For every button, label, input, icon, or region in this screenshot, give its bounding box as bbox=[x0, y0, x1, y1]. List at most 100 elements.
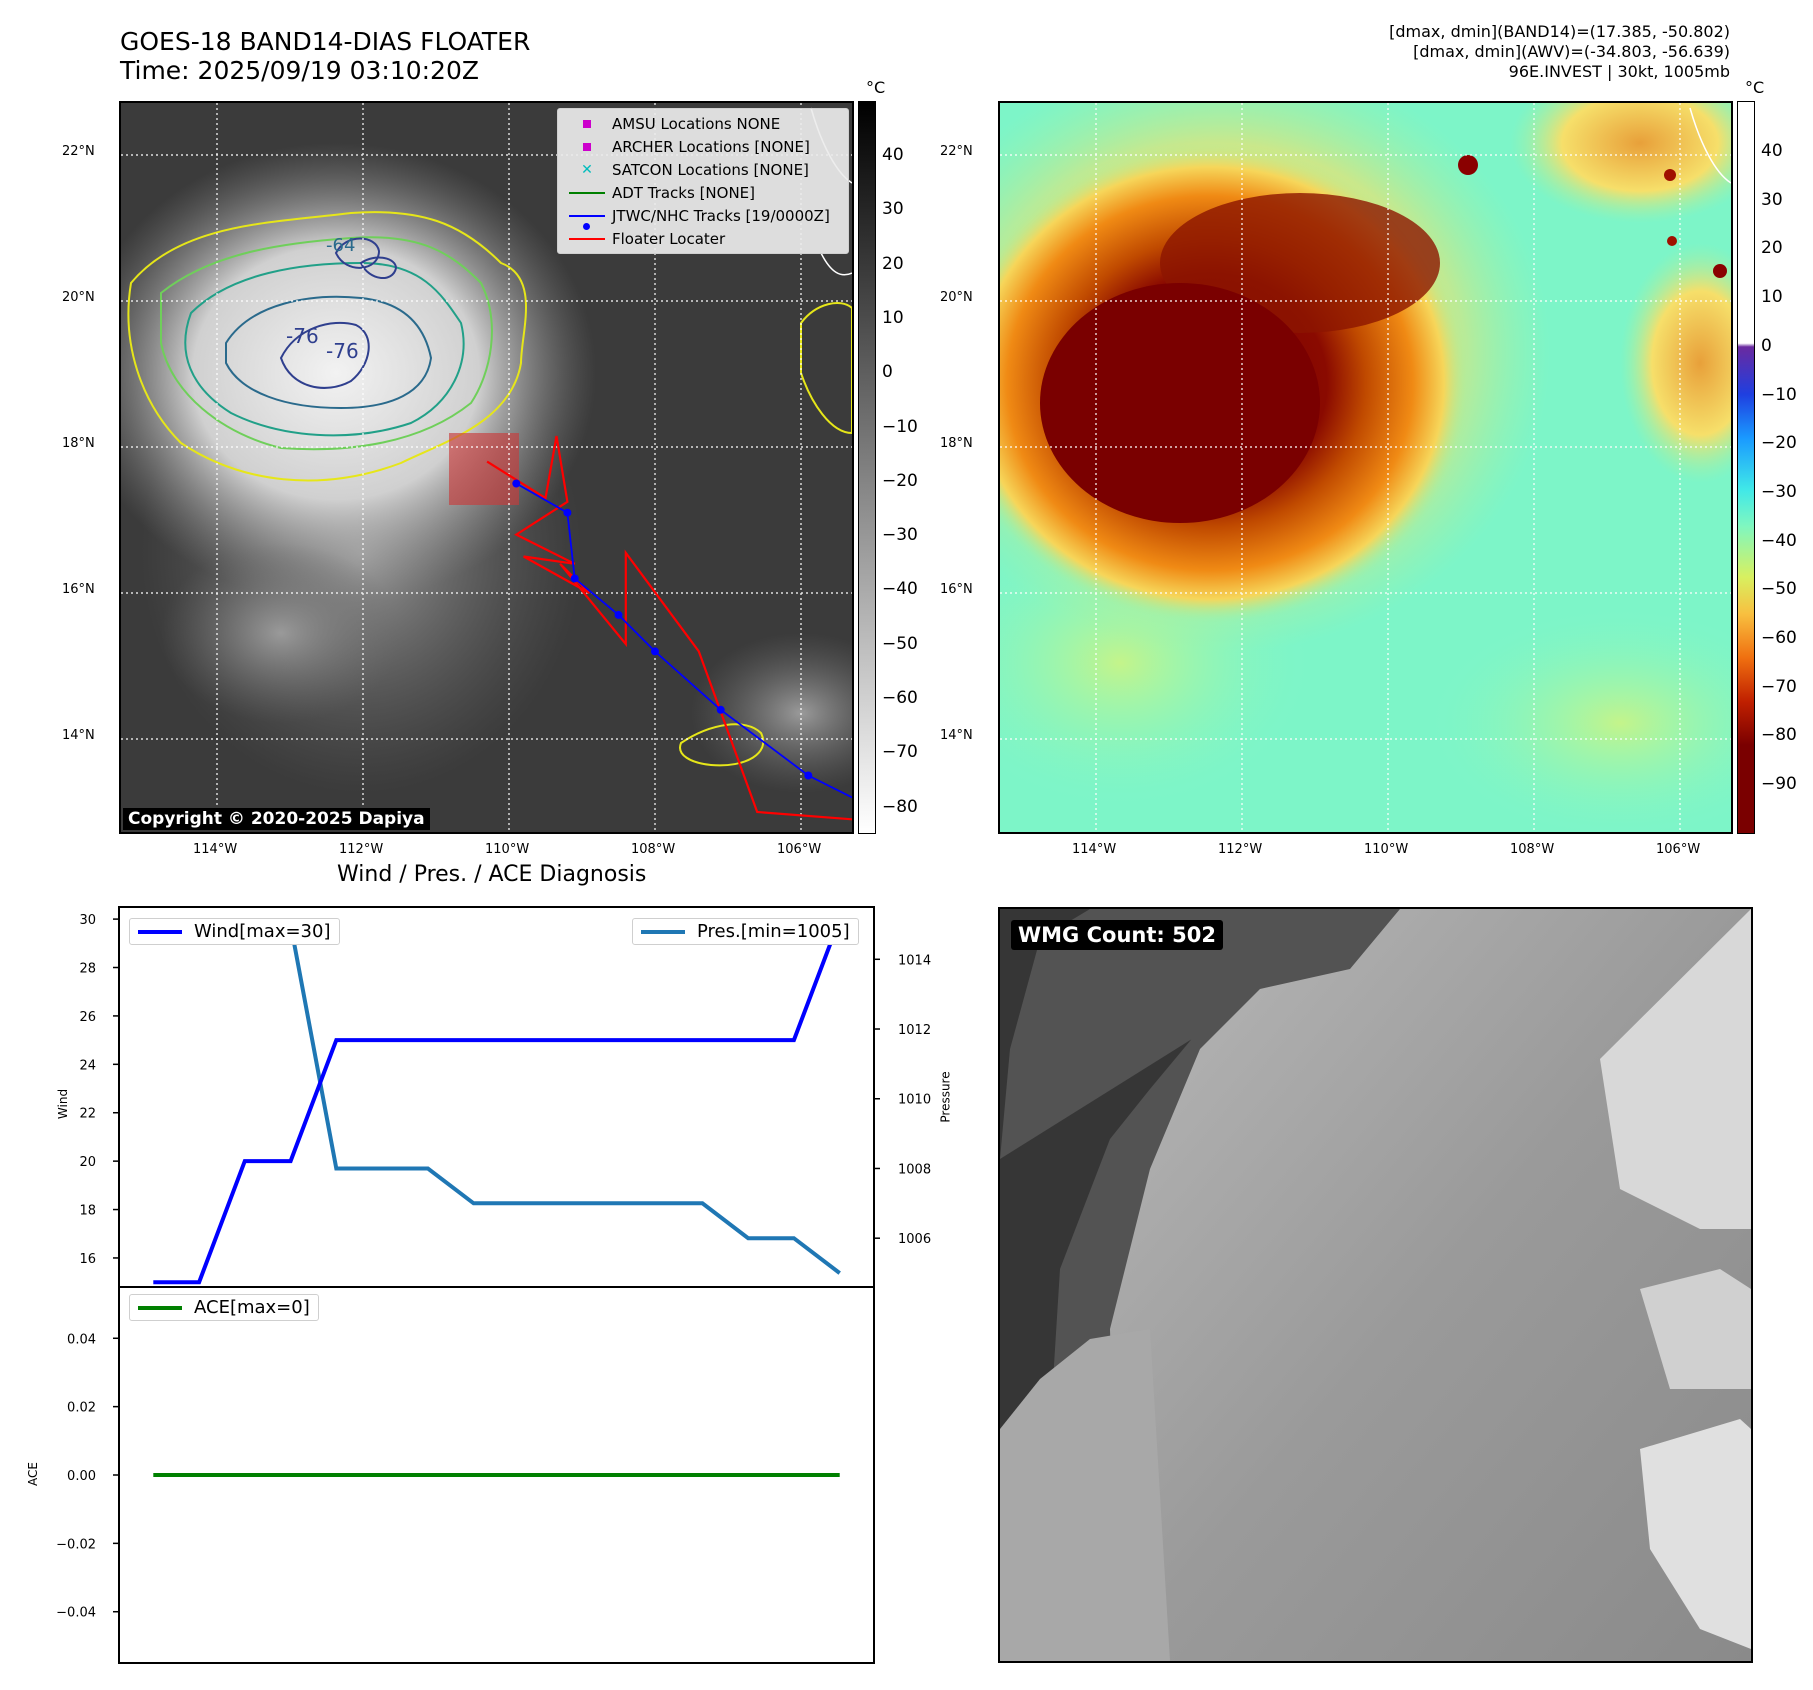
pressure-axis-label: Pressure bbox=[938, 1071, 953, 1123]
wind-axis-label: Wind bbox=[56, 1088, 71, 1120]
lon-label: 114°W bbox=[193, 842, 238, 857]
contour-label: -64 bbox=[326, 235, 355, 256]
legend-line-icon bbox=[138, 929, 182, 934]
lat-label: 14°N bbox=[940, 728, 973, 743]
colorbar-tick-label: −50 bbox=[882, 633, 918, 654]
axis-tick-label: 30 bbox=[79, 913, 96, 928]
track-point bbox=[512, 479, 521, 488]
ace-legend: ACE[max=0] bbox=[129, 1294, 319, 1321]
lon-label: 106°W bbox=[1656, 842, 1701, 857]
track-point bbox=[570, 574, 579, 583]
lon-label: 106°W bbox=[777, 842, 822, 857]
contour-label: -76 bbox=[326, 339, 359, 363]
axis-tick-label: 26 bbox=[79, 1010, 96, 1025]
colorbar-tick-label: 40 bbox=[1761, 141, 1783, 161]
legend-label: Floater Locater bbox=[612, 229, 726, 248]
colorbar-tick-label: −20 bbox=[882, 470, 918, 491]
legend-line-icon bbox=[138, 1305, 182, 1310]
colorbar-tick-label: −70 bbox=[882, 742, 918, 763]
lat-label: 16°N bbox=[62, 582, 95, 597]
colorbar-unit: °C bbox=[1745, 78, 1765, 97]
legend-label: JTWC/NHC Tracks [19/0000Z] bbox=[612, 206, 830, 225]
colorbar-tick-label: −10 bbox=[1761, 384, 1797, 405]
wmg-count-label: WMG Count: 502 bbox=[1011, 920, 1223, 950]
dot-marker-icon bbox=[583, 222, 590, 230]
lon-label: 112°W bbox=[339, 842, 384, 857]
axis-tick-label: −0.02 bbox=[56, 1537, 96, 1552]
colorbar-tick-label: −80 bbox=[1761, 725, 1797, 746]
axis-tick-label: 20 bbox=[79, 1155, 96, 1170]
lat-label: 22°N bbox=[940, 144, 973, 159]
wmg-canvas bbox=[1000, 909, 1751, 1661]
wmg-panel: WMG Count: 502 bbox=[998, 907, 1753, 1663]
colorbar-tick-label: 0 bbox=[1761, 335, 1772, 356]
pressure-series-line bbox=[153, 922, 841, 1275]
axis-tick-label: 0.00 bbox=[67, 1469, 96, 1484]
colorbar-tick-label: −30 bbox=[882, 525, 918, 546]
track-point bbox=[716, 705, 725, 714]
track-point bbox=[804, 771, 813, 780]
jtwc-nhc-track bbox=[515, 482, 852, 799]
colorbar-tick-label: −60 bbox=[882, 688, 918, 708]
lon-label: 110°W bbox=[485, 842, 530, 857]
track-point bbox=[563, 508, 572, 517]
legend-item-jtwc: JTWC/NHC Tracks [19/0000Z] bbox=[558, 204, 848, 230]
lon-label: 112°W bbox=[1218, 842, 1263, 857]
track-point bbox=[651, 647, 659, 656]
lon-label: 114°W bbox=[1072, 842, 1117, 857]
lon-label: 108°W bbox=[631, 842, 676, 857]
colorbar-tick-label: −70 bbox=[1761, 676, 1797, 697]
square-marker-icon bbox=[583, 119, 591, 128]
legend-item-satcon: ✕ SATCON Locations [NONE] bbox=[558, 158, 848, 181]
axis-tick-label: 24 bbox=[79, 1058, 96, 1073]
lat-label: 20°N bbox=[62, 290, 95, 305]
wind-series-line bbox=[153, 918, 842, 1285]
x-marker-icon: ✕ bbox=[581, 161, 593, 178]
legend-item-adt: ADT Tracks [NONE] bbox=[558, 181, 848, 204]
colorbar-unit: °C bbox=[866, 78, 886, 97]
awv-map-panel bbox=[998, 101, 1733, 834]
colorbar-tick-label: −90 bbox=[1761, 774, 1797, 795]
colorbar-tick-label: −30 bbox=[1761, 481, 1797, 502]
colorbar-tick-label: 20 bbox=[882, 253, 904, 274]
colorbar-tick-label: 10 bbox=[882, 307, 904, 328]
axis-tick-label: 1014 bbox=[898, 953, 931, 968]
lat-label: 22°N bbox=[62, 144, 95, 159]
lat-label: 18°N bbox=[62, 436, 95, 451]
gray-colorbar bbox=[858, 101, 876, 834]
axis-tick-label: 0.04 bbox=[67, 1332, 96, 1347]
colorbar-tick-label: 30 bbox=[882, 199, 904, 220]
colorbar-tick-label: −60 bbox=[1761, 628, 1797, 648]
title-line-2: Time: 2025/09/19 03:10:20Z bbox=[120, 56, 479, 85]
lon-label: 108°W bbox=[1510, 842, 1555, 857]
colorbar-tick-label: 10 bbox=[1761, 287, 1783, 308]
legend-item-floater: Floater Locater bbox=[558, 227, 848, 250]
info-line-3: 96E.INVEST | 30kt, 1005mb bbox=[1508, 62, 1730, 81]
axis-tick-label: 1012 bbox=[898, 1023, 931, 1038]
legend-label: ADT Tracks [NONE] bbox=[612, 183, 756, 202]
wind-legend: Wind[max=30] bbox=[129, 918, 340, 945]
lat-label: 16°N bbox=[940, 582, 973, 597]
line-marker-icon bbox=[569, 237, 605, 240]
colorbar-tick-label: −10 bbox=[882, 416, 918, 437]
legend-item-archer: ARCHER Locations [NONE] bbox=[558, 135, 848, 158]
map-legend: AMSU Locations NONE ARCHER Locations [NO… bbox=[557, 108, 849, 254]
axis-tick-label: −0.04 bbox=[56, 1606, 96, 1621]
axis-tick-label: 18 bbox=[79, 1204, 96, 1219]
axis-tick-label: 1008 bbox=[898, 1162, 931, 1177]
pressure-legend-label: Pres.[min=1005] bbox=[697, 921, 850, 942]
track-point bbox=[614, 610, 623, 619]
wind-legend-label: Wind[max=30] bbox=[194, 921, 331, 942]
axis-tick-label: 28 bbox=[79, 962, 96, 977]
lat-label: 14°N bbox=[62, 728, 95, 743]
info-line-2: [dmax, dmin](AWV)=(-34.803, -56.639) bbox=[1413, 42, 1730, 61]
line-marker-icon bbox=[569, 191, 605, 194]
info-line-1: [dmax, dmin](BAND14)=(17.385, -50.802) bbox=[1389, 22, 1730, 41]
colorbar-tick-label: 40 bbox=[882, 145, 904, 165]
axis-tick-label: 1006 bbox=[898, 1232, 931, 1247]
colorbar-tick-label: 0 bbox=[882, 362, 893, 383]
ir-map-panel: -76 -76 -64 AMSU Locations NONE bbox=[119, 101, 854, 834]
colorbar-tick-label: −20 bbox=[1761, 433, 1797, 454]
axis-tick-label: 1010 bbox=[898, 1093, 931, 1108]
pressure-legend: Pres.[min=1005] bbox=[632, 918, 859, 945]
